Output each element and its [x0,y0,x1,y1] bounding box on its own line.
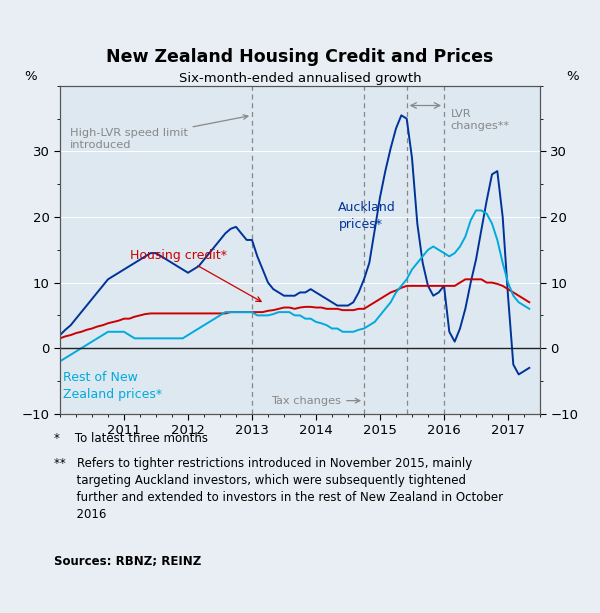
Text: Sources: RBNZ; REINZ: Sources: RBNZ; REINZ [54,555,201,568]
Text: %: % [566,69,579,83]
Text: New Zealand Housing Credit and Prices: New Zealand Housing Credit and Prices [106,48,494,66]
Text: LVR
changes**: LVR changes** [451,109,509,131]
Text: Housing credit*: Housing credit* [130,248,261,302]
Text: *    To latest three months: * To latest three months [54,432,208,445]
Text: Auckland
prices*: Auckland prices* [338,200,396,230]
Text: **   Refers to tighter restrictions introduced in November 2015, mainly
      ta: ** Refers to tighter restrictions introd… [54,457,503,520]
Text: %: % [24,69,37,83]
Text: Six-month-ended annualised growth: Six-month-ended annualised growth [179,72,421,85]
Text: Rest of New
Zealand prices*: Rest of New Zealand prices* [63,371,163,401]
Text: Tax changes: Tax changes [271,395,360,406]
Text: High-LVR speed limit
introduced: High-LVR speed limit introduced [70,115,248,150]
